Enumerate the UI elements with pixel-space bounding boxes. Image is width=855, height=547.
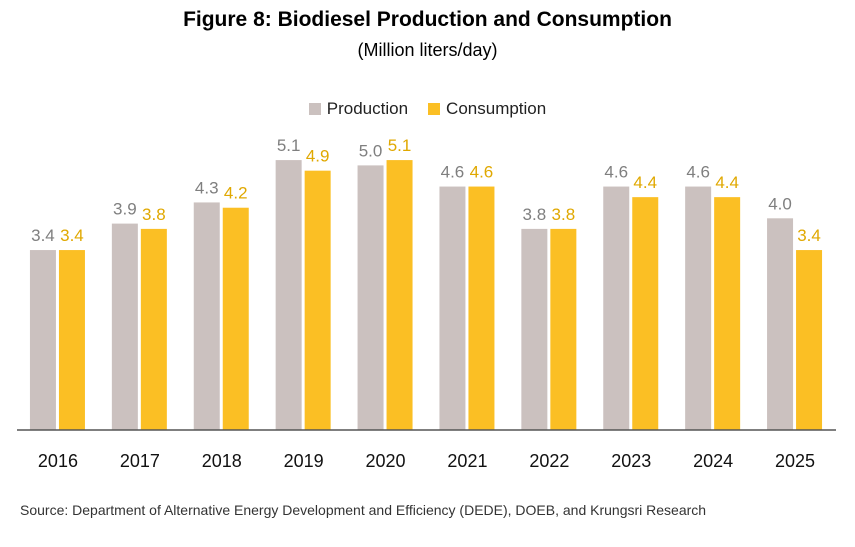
data-label-consumption-2021: 4.6	[470, 163, 494, 182]
data-label-production-2021: 4.6	[441, 163, 465, 182]
legend-swatch-consumption	[428, 103, 441, 115]
chart-subtitle: (Million liters/day)	[357, 40, 498, 60]
bar-production-2020	[357, 165, 384, 430]
chart-legend: Production Consumption	[0, 99, 855, 119]
x-tick-label-2017: 2017	[120, 451, 160, 471]
legend-label-production: Production	[326, 99, 409, 118]
bar-production-2019	[275, 160, 302, 431]
bar-consumption-2021	[468, 186, 495, 430]
bar-production-2023	[603, 186, 630, 430]
legend-swatch-production	[308, 103, 321, 115]
data-label-consumption-2025: 3.4	[797, 226, 821, 245]
bar-consumption-2025	[796, 250, 823, 430]
data-label-consumption-2018: 4.2	[224, 184, 248, 203]
data-label-consumption-2016: 3.4	[60, 226, 84, 245]
x-tick-label-2022: 2022	[529, 451, 569, 471]
data-label-production-2020: 5.0	[359, 141, 383, 160]
chart-title: Figure 8: Biodiesel Production and Consu…	[183, 8, 672, 31]
x-tick-label-2025: 2025	[775, 451, 815, 471]
bar-production-2017	[111, 223, 138, 430]
bar-production-2025	[767, 218, 794, 430]
bar-production-2024	[685, 186, 712, 430]
bar-production-2018	[193, 202, 220, 430]
data-label-consumption-2019: 4.9	[306, 147, 330, 166]
legend-label-consumption: Consumption	[446, 99, 547, 118]
legend-item-consumption: Consumption	[428, 99, 546, 119]
x-tick-label-2023: 2023	[611, 451, 651, 471]
bar-consumption-2020	[386, 160, 413, 431]
x-tick-label-2019: 2019	[284, 451, 324, 471]
source-note: Source: Department of Alternative Energy…	[20, 502, 707, 518]
bar-production-2021	[439, 186, 466, 430]
x-tick-label-2016: 2016	[38, 451, 78, 471]
bar-consumption-2022	[550, 228, 577, 430]
data-label-production-2025: 4.0	[768, 194, 792, 213]
bar-consumption-2017	[140, 228, 167, 430]
data-label-consumption-2023: 4.4	[633, 173, 657, 192]
data-label-production-2022: 3.8	[523, 205, 547, 224]
data-label-consumption-2020: 5.1	[388, 136, 412, 155]
bar-production-2016	[29, 250, 56, 430]
bar-consumption-2018	[222, 207, 249, 430]
x-tick-label-2020: 2020	[366, 451, 406, 471]
data-label-production-2024: 4.6	[686, 163, 710, 182]
bar-consumption-2024	[714, 197, 741, 430]
legend-item-production: Production	[308, 99, 409, 119]
data-label-consumption-2017: 3.8	[142, 205, 166, 224]
bar-consumption-2019	[304, 170, 331, 430]
data-label-production-2016: 3.4	[31, 226, 55, 245]
data-label-consumption-2024: 4.4	[715, 173, 739, 192]
data-label-production-2018: 4.3	[195, 178, 219, 197]
bar-consumption-2023	[632, 197, 659, 430]
bar-production-2022	[521, 228, 548, 430]
x-tick-label-2018: 2018	[202, 451, 242, 471]
data-label-production-2017: 3.9	[113, 200, 137, 219]
data-label-production-2023: 4.6	[604, 163, 628, 182]
x-tick-label-2024: 2024	[693, 451, 733, 471]
data-label-production-2019: 5.1	[277, 136, 301, 155]
x-tick-label-2021: 2021	[447, 451, 487, 471]
data-label-consumption-2022: 3.8	[552, 205, 576, 224]
bar-consumption-2016	[58, 250, 85, 430]
